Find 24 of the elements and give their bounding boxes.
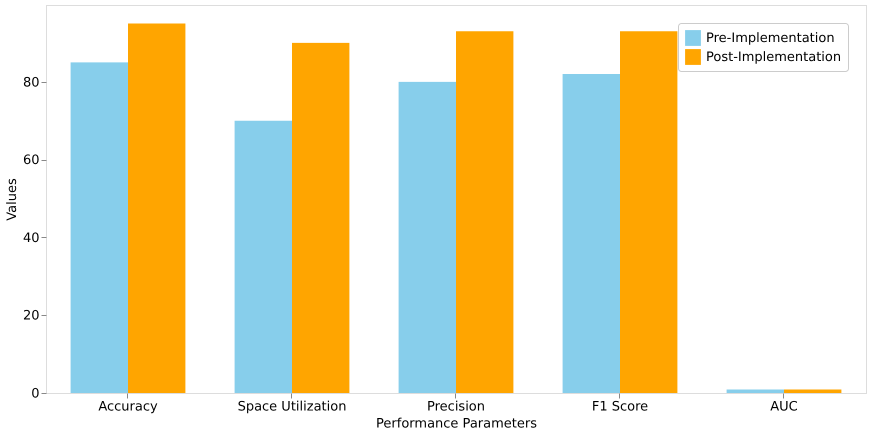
y-tick-label: 20 (22, 308, 40, 324)
y-tick-label: 40 (22, 230, 40, 246)
x-tick-label: Precision (426, 400, 486, 414)
bar (456, 31, 514, 393)
bar (562, 74, 620, 393)
bar (128, 23, 186, 393)
legend-label: Pre-Implementation (706, 31, 835, 46)
x-tick-label: AUC (770, 400, 798, 414)
x-tick-label: Accuracy (98, 400, 158, 414)
bar (70, 62, 128, 393)
x-tick-label: F1 Score (592, 400, 648, 414)
bar (784, 390, 842, 393)
y-tick-label: 80 (22, 75, 40, 90)
y-tick-label: 60 (22, 153, 40, 168)
bar (234, 120, 292, 393)
bar (620, 31, 678, 393)
bar (726, 390, 784, 393)
bar (292, 42, 350, 393)
y-axis-title: Values (4, 178, 20, 221)
x-tick-label: Space Utilization (238, 400, 346, 414)
legend-label: Post-Implementation (706, 50, 842, 65)
bar (398, 82, 456, 393)
y-tick-label: 0 (31, 386, 40, 402)
x-axis-title: Performance Parameters (376, 416, 538, 432)
